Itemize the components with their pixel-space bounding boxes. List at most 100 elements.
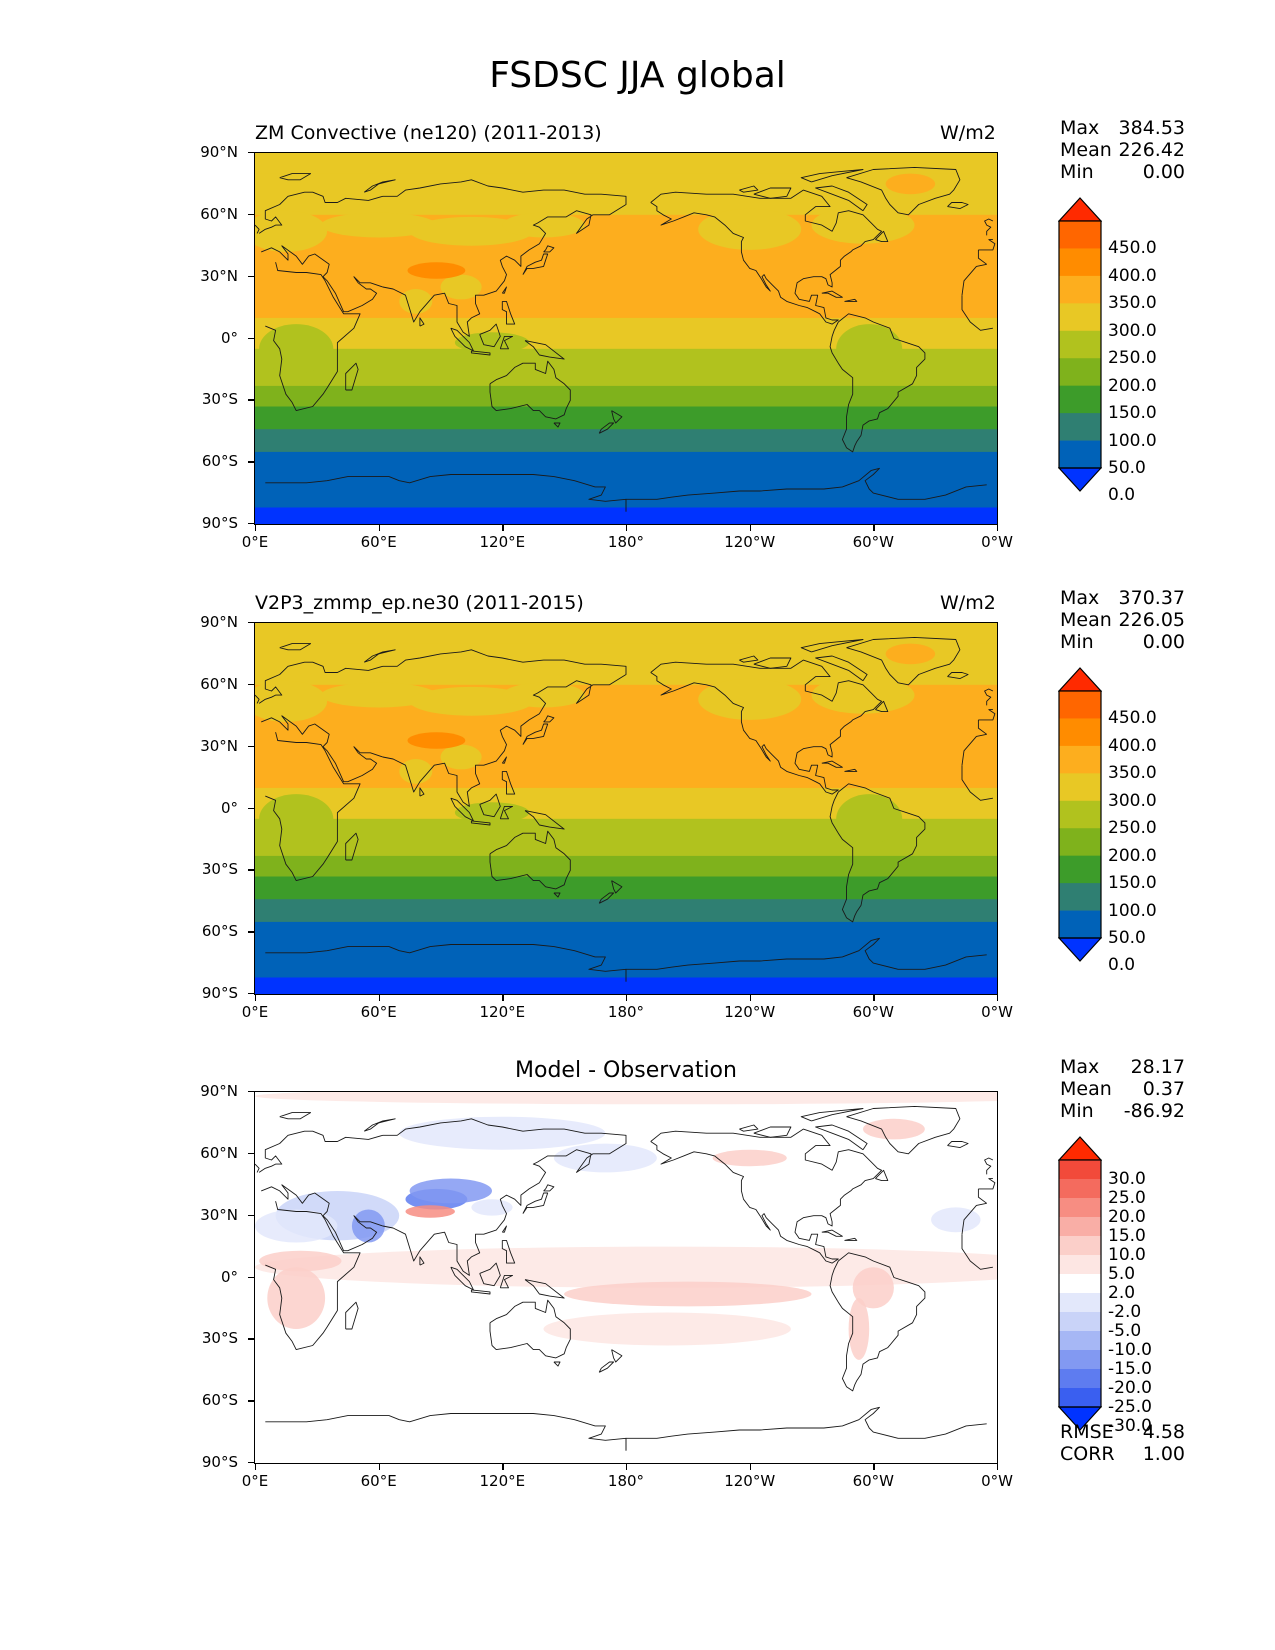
lat-tick-mark (248, 1214, 254, 1217)
coastline-philippines (501, 1239, 516, 1264)
coastline-australia (489, 830, 571, 890)
colorbar-level-label: 100.0 (1108, 900, 1157, 921)
colorbar-level-label: 0.0 (1108, 955, 1136, 976)
lon-tick-label: 180° (607, 1003, 645, 1021)
zonal-band-0 (255, 153, 997, 175)
lat-tick-label: 60°N (200, 1143, 238, 1162)
lat-tick-label: 30°S (201, 860, 238, 879)
coastline-java (470, 1289, 491, 1295)
coastline-sulawesi (499, 805, 514, 820)
coastline-antarctica (625, 937, 987, 982)
coastline-borneo (479, 323, 501, 348)
stat-mean-value: 226.05 (1118, 609, 1185, 631)
colorbar-level-label: -15.0 (1108, 1359, 1152, 1379)
coastline-greenland (846, 636, 961, 686)
lat-tick-mark (248, 213, 254, 216)
coastline-iceland (947, 672, 969, 680)
map-plot (254, 152, 998, 525)
lat-tick-label: 30°N (200, 736, 238, 755)
panel-title: Model - Observation (515, 1058, 737, 1083)
coastline-madagascar (345, 362, 359, 391)
zonal-band-8 (255, 921, 997, 978)
colorbar-level-label: 2.0 (1108, 1283, 1136, 1303)
lat-tick-label: 90°S (201, 984, 238, 1002)
colorbar-level-label: -30.0 (1108, 1416, 1152, 1436)
colorbar-segment (1059, 1274, 1101, 1294)
zonal-band-7 (255, 429, 997, 453)
lat-tick-label: 30°N (200, 266, 238, 285)
colorbar-level-label: -2.0 (1108, 1302, 1142, 1322)
coastline-eurasia (977, 249, 987, 265)
field-anomaly-4 (698, 678, 802, 720)
coastline-japan (522, 253, 549, 275)
colorbar-segment (1059, 883, 1101, 911)
lat-tick-mark (248, 1400, 254, 1402)
field-anomaly-12 (454, 802, 530, 823)
lon-tick-mark (626, 995, 628, 1001)
coastline-borneo (479, 793, 501, 818)
coastline-svalbard (279, 173, 312, 181)
coastline-nz_south (598, 422, 615, 434)
field-anomaly-9 (885, 173, 936, 195)
coastline-ellesmere (800, 169, 864, 183)
colorbar-level-label: -25.0 (1108, 1397, 1152, 1417)
lat-tick-label: 0° (220, 798, 238, 817)
coastline-southamerica (829, 1252, 926, 1392)
stat-max-value: 384.53 (1118, 117, 1185, 139)
coastline-greatbritain (984, 218, 994, 236)
field-anomaly-5 (811, 676, 915, 714)
colorbar-level-label: 0.0 (1108, 485, 1136, 506)
coastline-srilanka (419, 787, 425, 797)
lon-tick-label: 60°E (360, 533, 397, 551)
coastline-newfoundland (875, 1169, 889, 1182)
rmse-corr-box: RMSE 4.58 CORR 1.00 (1060, 1421, 1185, 1465)
stat-max-label: Max (1060, 1056, 1100, 1078)
colorbar-segment (1059, 745, 1101, 774)
coastline-tasmania (553, 892, 561, 898)
stat-min-label: Min (1060, 631, 1094, 653)
colorbar-level-label: -10.0 (1108, 1340, 1152, 1360)
coastline-taiwan (501, 286, 507, 294)
lon-tick-label: 0°W (981, 1472, 1013, 1490)
coastline-novayazemlya (363, 1118, 396, 1132)
lon-tick-label: 60°E (360, 1472, 397, 1490)
colorbar-bottom-extend (1057, 467, 1103, 492)
colorbar-level-label: 50.0 (1108, 458, 1146, 478)
colorbar-level-label: 200.0 (1108, 375, 1157, 396)
lat-tick-mark (248, 461, 254, 463)
colorbar (1057, 1136, 1103, 1431)
lon-tick-label: 120°E (479, 533, 526, 551)
lat-tick-label: 90°S (201, 514, 238, 532)
lat-tick-label: 60°S (201, 922, 238, 941)
field-anomaly-12 (454, 332, 530, 353)
coastline-africa (961, 263, 987, 296)
coastline-tasmania (553, 422, 561, 428)
zonal-band-5 (255, 855, 997, 877)
stats-box: Max 370.37 Mean 226.05 Min 0.00 (1060, 587, 1185, 653)
colorbar-level-label: 300.0 (1108, 790, 1157, 811)
coastline-greatbritain (984, 1157, 994, 1175)
colorbar-segment (1059, 1217, 1101, 1237)
coastline-antarctica (625, 1406, 987, 1451)
coastline-africa (265, 262, 361, 412)
coastline-baffin (815, 185, 868, 212)
colorbar-level-label: 400.0 (1108, 735, 1157, 756)
panel-title: ZM Convective (ne120) (2011-2013) (255, 122, 602, 144)
stat-min-value: -86.92 (1123, 1100, 1185, 1122)
coastline-cuba (821, 1229, 843, 1237)
colorbar-segment (1059, 800, 1101, 829)
lon-tick-mark (626, 525, 628, 531)
colorbar-level-label: 15.0 (1108, 1226, 1146, 1246)
lat-tick-mark (248, 807, 254, 809)
stat-min-label: Min (1060, 161, 1094, 183)
colorbar-segment (1059, 828, 1101, 857)
field-anomaly-3 (502, 212, 585, 238)
field-anomaly-4 (698, 208, 802, 250)
coastline-eurasia (977, 1188, 987, 1204)
coastline-eurasia (977, 719, 987, 735)
diff-anomaly-11 (255, 1209, 338, 1243)
lon-tick-mark (749, 525, 752, 531)
zonal-band-9 (255, 977, 997, 994)
lon-tick-mark (502, 525, 504, 531)
coastline-srilanka (419, 317, 425, 327)
